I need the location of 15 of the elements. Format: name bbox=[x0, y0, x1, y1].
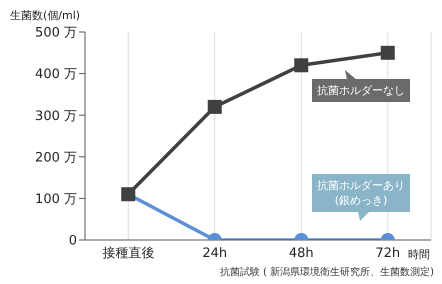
text: 抗菌ホルダーあり (銀めっき) bbox=[312, 174, 410, 212]
y-tick-label: 300 万 bbox=[35, 108, 77, 124]
y-tick-label: 0 bbox=[68, 234, 77, 249]
y-tick-label: 100 万 bbox=[35, 192, 77, 208]
y-tick-label: 500 万 bbox=[35, 26, 77, 41]
series-label: 抗菌ホルダーなし bbox=[312, 78, 410, 102]
x-tick-label: 48h bbox=[288, 246, 314, 262]
y-axis-title: 生菌数(個/ml) bbox=[10, 8, 80, 23]
x-tick-label: 24h bbox=[202, 246, 228, 262]
x-tick-label: 72h bbox=[375, 246, 400, 262]
text: 抗菌試験 ( 新潟県環境衛生研究所、生菌数測定) bbox=[220, 266, 434, 279]
y-tick-label: 400 万 bbox=[35, 67, 77, 82]
x-axis-title: 時間 bbox=[408, 247, 430, 262]
x-tick-label: 接種直後 bbox=[102, 246, 154, 262]
y-tick-label: 200 万 bbox=[35, 150, 77, 166]
